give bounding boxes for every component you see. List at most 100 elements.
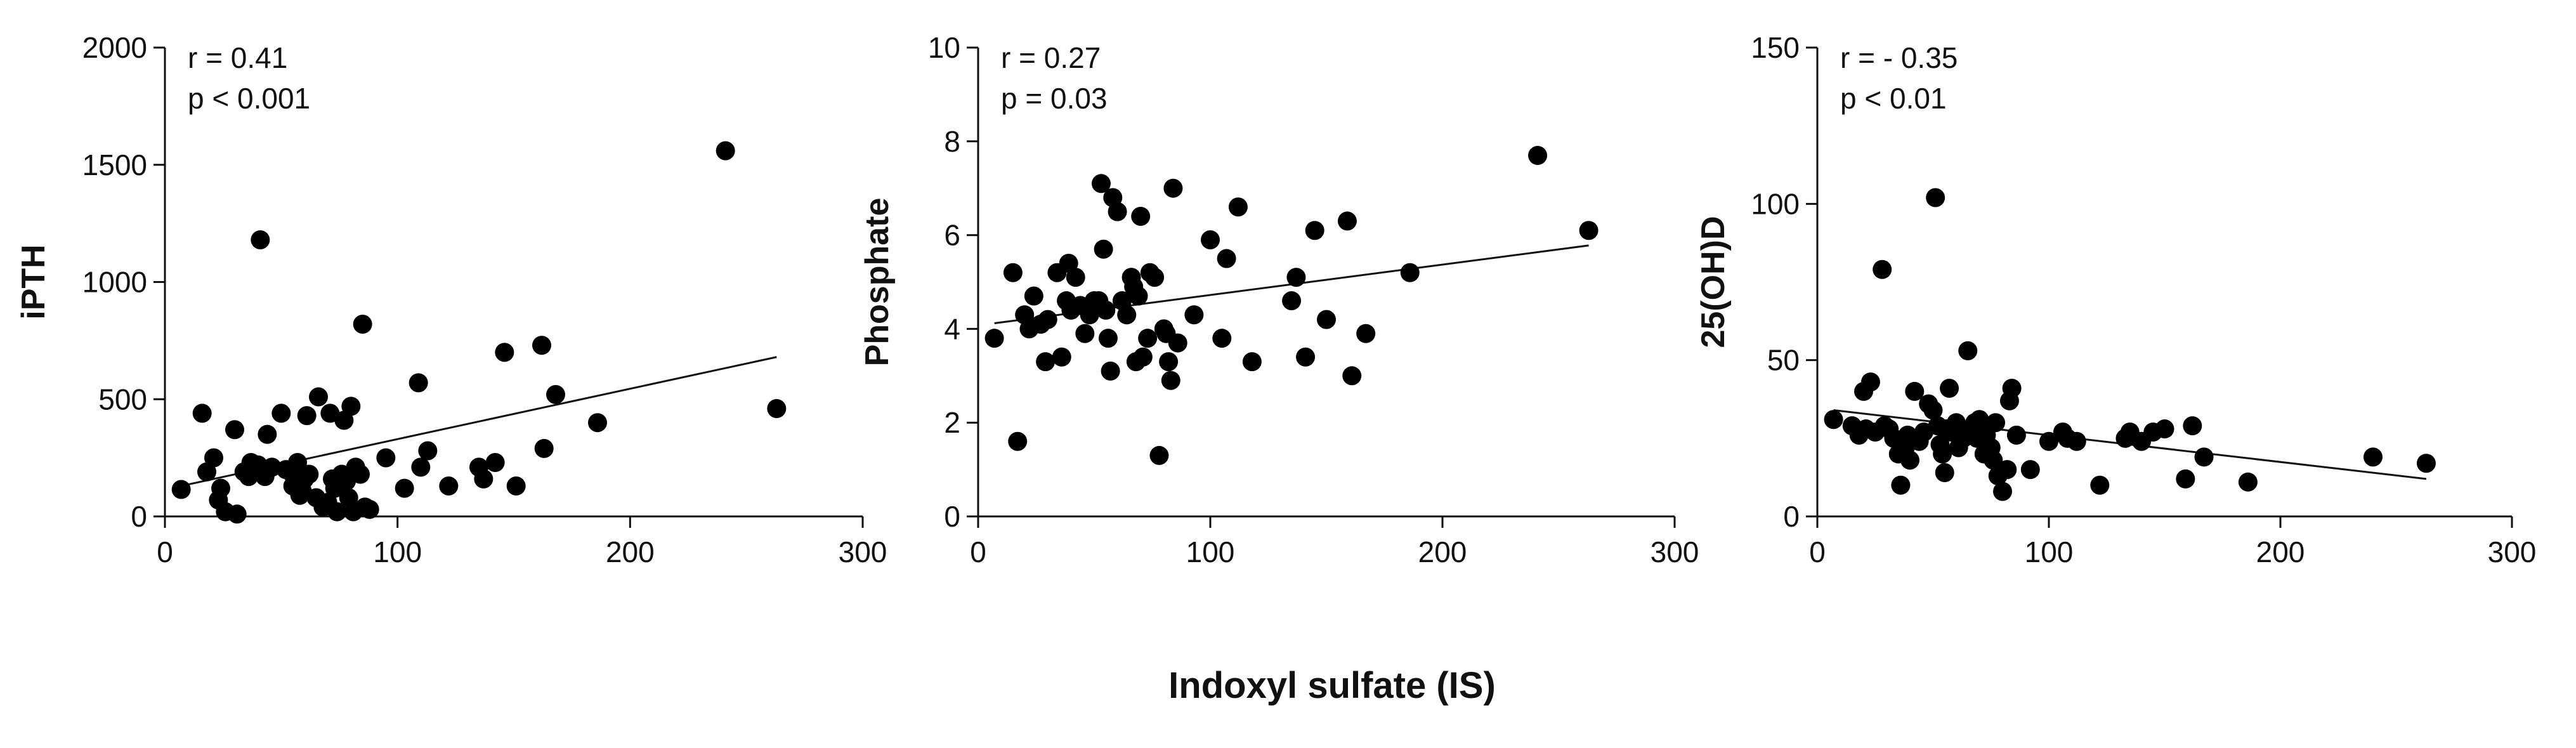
data-point (1131, 207, 1151, 226)
data-point (1860, 372, 1880, 392)
data-point (258, 424, 277, 444)
data-point (1528, 145, 1548, 165)
data-point (2090, 475, 2110, 495)
data-point (2002, 379, 2022, 398)
x-tick-label: 200 (1418, 535, 1467, 568)
data-point (1059, 253, 1078, 273)
stats-annotation-line: p < 0.01 (1840, 82, 1947, 115)
data-point (1282, 291, 1302, 311)
data-point (2039, 431, 2058, 451)
data-point (204, 448, 223, 468)
y-tick-label: 50 (1767, 344, 1800, 377)
data-point (395, 478, 414, 498)
data-point (1008, 431, 1028, 451)
data-point (360, 499, 379, 519)
y-tick-label: 2 (944, 406, 960, 439)
data-point (495, 343, 514, 362)
data-point (1003, 263, 1023, 282)
data-point (227, 504, 247, 524)
data-point (1066, 268, 1085, 287)
data-point (1201, 230, 1220, 249)
data-point (192, 404, 212, 423)
x-tick-label: 200 (2256, 535, 2305, 568)
data-point (1926, 188, 1945, 207)
data-point (2067, 431, 2086, 451)
x-tick-label: 100 (373, 535, 422, 568)
data-point (1145, 268, 1165, 287)
data-point (409, 373, 428, 393)
data-point (1161, 371, 1180, 390)
y-axis-label: iPTH (15, 244, 52, 319)
data-point (1217, 249, 1236, 268)
data-point (2006, 425, 2026, 445)
y-tick-label: 10 (928, 31, 960, 64)
data-point (1337, 211, 1357, 231)
data-point (506, 476, 526, 495)
data-point (588, 413, 607, 433)
y-tick-label: 150 (1751, 31, 1800, 64)
data-point (1891, 475, 1911, 495)
data-point (1052, 347, 1071, 367)
data-point (271, 404, 291, 423)
data-point (2176, 469, 2195, 489)
data-point (546, 384, 565, 404)
data-point (2020, 460, 2040, 480)
data-point (418, 441, 438, 461)
data-point (1923, 400, 1943, 420)
y-tick-label: 8 (944, 125, 960, 158)
data-point (474, 469, 494, 489)
data-point (984, 329, 1004, 348)
data-point (251, 230, 270, 249)
x-tick-label: 0 (157, 535, 173, 568)
x-tick-label: 300 (839, 535, 887, 568)
data-point (297, 406, 317, 426)
y-tick-label: 4 (944, 312, 960, 345)
stats-annotation-line: p < 0.001 (188, 82, 310, 115)
y-tick-label: 0 (131, 500, 147, 533)
data-point (1149, 445, 1169, 465)
data-point (351, 464, 370, 484)
data-point (485, 453, 505, 473)
data-point (1342, 366, 1362, 386)
data-point (1958, 341, 1978, 360)
y-tick-label: 2000 (82, 31, 147, 64)
data-point (767, 399, 787, 419)
data-point (288, 453, 307, 473)
data-point (1305, 221, 1324, 240)
data-point (1138, 329, 1158, 348)
x-tick-label: 100 (2025, 535, 2074, 568)
stats-annotation-line: r = - 0.35 (1840, 41, 1958, 74)
data-point (1212, 329, 1232, 348)
x-tick-label: 300 (2488, 535, 2537, 568)
data-point (1242, 352, 1262, 372)
data-point (1940, 379, 1959, 398)
data-point (1993, 482, 2012, 501)
data-point (353, 315, 372, 334)
y-tick-label: 1000 (82, 266, 147, 299)
data-point (534, 438, 554, 458)
data-point (1163, 178, 1183, 198)
data-point (225, 420, 244, 440)
data-point (1873, 259, 1892, 279)
data-point (1296, 347, 1316, 367)
data-point (341, 397, 361, 416)
stats-annotation-line: r = 0.27 (1001, 41, 1101, 74)
data-point (1984, 450, 2003, 470)
x-tick-label: 0 (970, 535, 986, 568)
data-point (1579, 221, 1599, 240)
data-point (1108, 202, 1127, 221)
data-point (2155, 419, 2174, 439)
data-point (2194, 447, 2214, 467)
data-point (1905, 381, 1925, 401)
data-point (532, 336, 551, 355)
data-point (2364, 447, 2383, 467)
data-point (1133, 347, 1153, 367)
data-point (439, 476, 459, 495)
data-point (1075, 324, 1095, 343)
data-point (1947, 413, 1966, 433)
scatter-panel-2: 0 100 200 300 0 2 4 6 8 10 Phosphate r = 0.27 p = 0.… (859, 31, 1699, 568)
data-point (1101, 361, 1120, 381)
data-point (1168, 333, 1187, 353)
